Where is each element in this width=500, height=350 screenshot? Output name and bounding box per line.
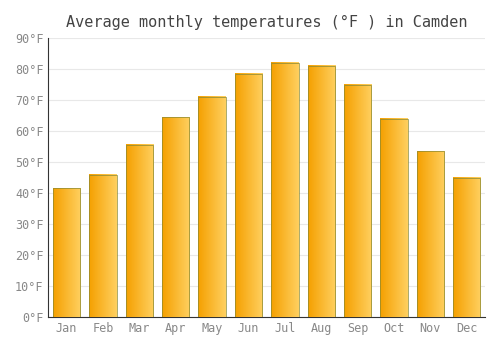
- Bar: [90, 175, 117, 317]
- Bar: [417, 151, 444, 317]
- Bar: [271, 63, 298, 317]
- Bar: [126, 145, 153, 317]
- Bar: [453, 178, 480, 317]
- Title: Average monthly temperatures (°F ) in Camden: Average monthly temperatures (°F ) in Ca…: [66, 15, 468, 30]
- Bar: [417, 151, 444, 317]
- Bar: [53, 189, 80, 317]
- Bar: [53, 189, 80, 317]
- Bar: [380, 119, 407, 317]
- Bar: [344, 85, 372, 317]
- Bar: [235, 74, 262, 317]
- Bar: [198, 97, 226, 317]
- Bar: [162, 117, 190, 317]
- Bar: [453, 178, 480, 317]
- Bar: [271, 63, 298, 317]
- Bar: [344, 85, 372, 317]
- Bar: [380, 119, 407, 317]
- Bar: [308, 66, 335, 317]
- Bar: [198, 97, 226, 317]
- Bar: [126, 145, 153, 317]
- Bar: [235, 74, 262, 317]
- Bar: [90, 175, 117, 317]
- Bar: [162, 117, 190, 317]
- Bar: [308, 66, 335, 317]
